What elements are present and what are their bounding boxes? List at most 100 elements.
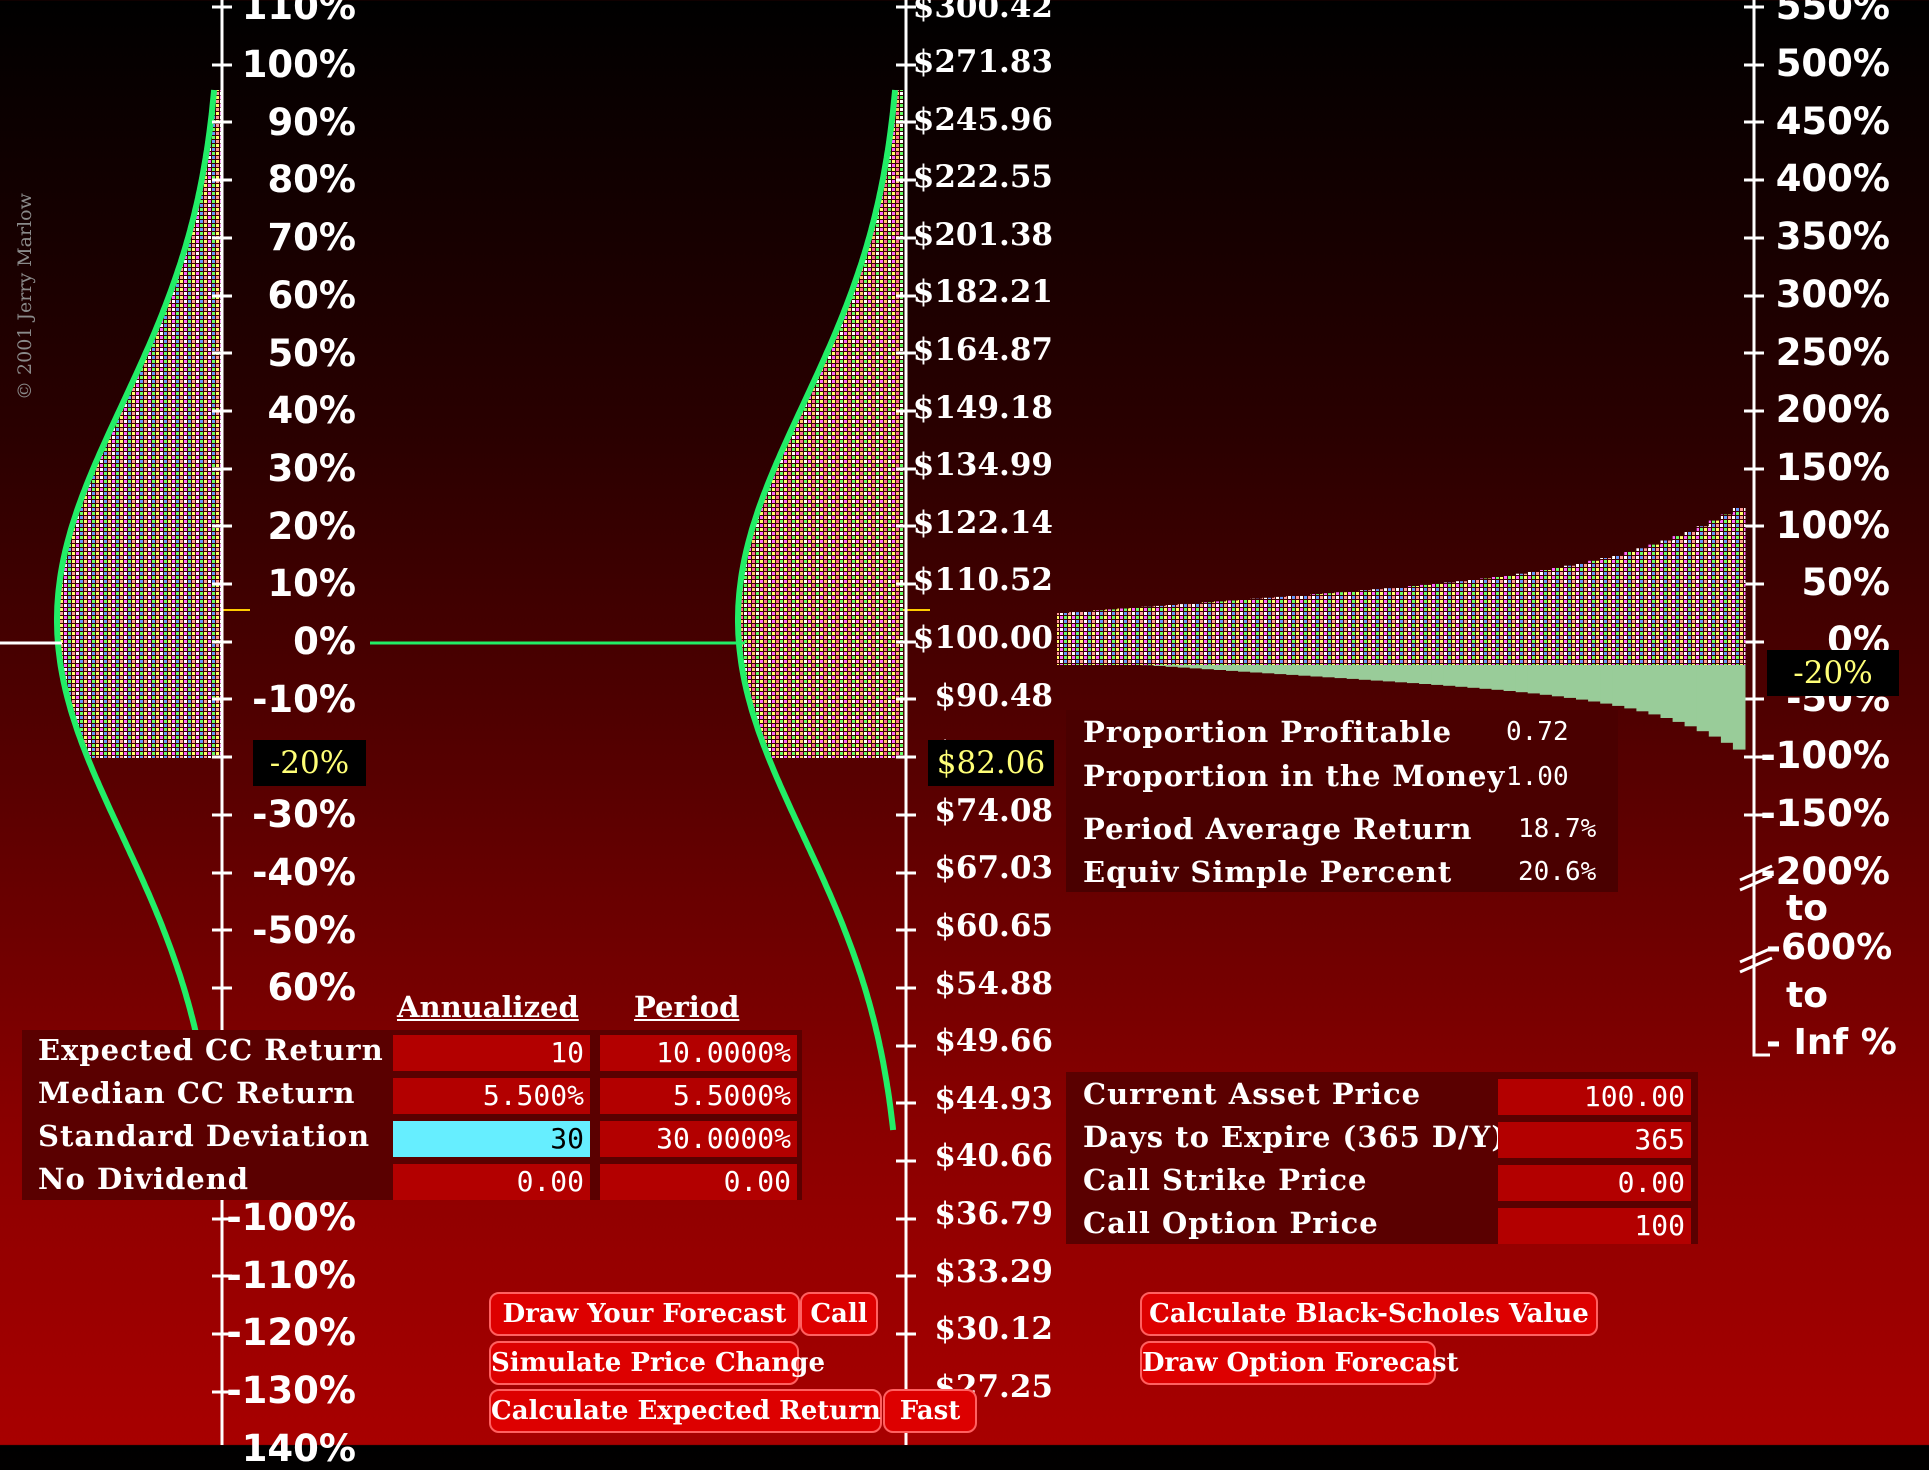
simulate-price-change-button[interactable]: Simulate Price Change xyxy=(489,1341,799,1385)
median-cc-return-annualized[interactable]: 5.500% xyxy=(393,1078,590,1114)
axis-top-partial-label: $300.42 xyxy=(913,0,1053,23)
option-loss-bar xyxy=(1492,665,1505,690)
option-loss-bar xyxy=(1576,665,1589,700)
left-axis-tick-label: 80% xyxy=(267,161,356,198)
option-return-bar xyxy=(1311,594,1324,665)
median-cc-return-label: Median CC Return xyxy=(38,1079,355,1108)
option-loss-bar xyxy=(1443,665,1456,686)
option-loss-bar xyxy=(1238,665,1251,672)
option-return-bar xyxy=(1347,591,1360,665)
option-loss-bar xyxy=(1250,665,1263,673)
right-axis-tick-label: 150% xyxy=(1776,449,1890,486)
option-loss-bar xyxy=(1298,665,1311,676)
left-axis-tick-label: -50% xyxy=(252,912,356,949)
option-return-bar xyxy=(1166,605,1179,665)
standard-deviation-annualized[interactable]: 30 xyxy=(393,1121,590,1157)
option-loss-bar xyxy=(1359,665,1372,680)
option-loss-bar xyxy=(1600,665,1613,704)
option-loss-bar xyxy=(1371,665,1384,681)
price-axis-tick-label: $49.66 xyxy=(934,1026,1053,1057)
days-to-expire-value[interactable]: 365 xyxy=(1498,1122,1691,1158)
option-loss-bar xyxy=(1709,665,1722,737)
option-return-bar xyxy=(1709,521,1722,665)
left-axis-tick-label: 10% xyxy=(267,565,356,602)
option-loss-bar xyxy=(1516,665,1529,692)
standard-deviation-period: 30.0000% xyxy=(600,1121,797,1157)
option-return-bar xyxy=(1552,568,1565,665)
option-loss-bar xyxy=(1455,665,1468,687)
price-axis-tick-label: $149.18 xyxy=(913,393,1053,424)
option-return-bar xyxy=(1395,587,1408,665)
annualized-header: Annualized xyxy=(397,993,579,1022)
left-axis-tick-label: 50% xyxy=(267,335,356,372)
option-return-bar xyxy=(1648,545,1661,665)
current-asset-price-value[interactable]: 100.00 xyxy=(1498,1079,1691,1115)
left-axis-lower-tick-label: 140% xyxy=(242,1430,356,1467)
calculate-black-scholes-button[interactable]: Calculate Black-Scholes Value xyxy=(1140,1292,1598,1336)
right-axis-tick-label: 500% xyxy=(1776,45,1890,82)
option-loss-bar xyxy=(1311,665,1324,677)
option-loss-bar xyxy=(1697,665,1710,731)
option-loss-bar xyxy=(1564,665,1577,698)
option-return-bar xyxy=(1286,596,1299,665)
price-axis-tick-label: $54.88 xyxy=(934,969,1053,1000)
option-loss-bar xyxy=(1178,665,1191,668)
left-axis-lower-tick-label: -120% xyxy=(226,1314,356,1351)
option-return-bar xyxy=(1673,536,1686,665)
axis-top-partial-label: 550% xyxy=(1776,0,1890,25)
option-loss-bar xyxy=(1347,665,1360,679)
option-loss-bar xyxy=(1552,665,1565,696)
dividend-period: 0.00 xyxy=(600,1164,797,1200)
price-axis-tick-label: $30.12 xyxy=(934,1314,1053,1345)
option-loss-bar xyxy=(1262,665,1275,673)
right-axis-tick-label: -150% xyxy=(1760,795,1890,832)
expected-cc-return-label: Expected CC Return xyxy=(38,1036,384,1065)
proportion-in-money-label: Proportion in the Money xyxy=(1083,762,1505,791)
current-asset-price-label: Current Asset Price xyxy=(1083,1080,1421,1109)
equiv-simple-percent-value: 20.6% xyxy=(1518,859,1596,885)
left-axis-lower-tick-label: -130% xyxy=(226,1372,356,1409)
left-axis-tick-label: 90% xyxy=(267,104,356,141)
call-strike-price-value[interactable]: 0.00 xyxy=(1498,1165,1691,1201)
option-loss-bar xyxy=(1624,665,1637,708)
option-return-bar xyxy=(1443,583,1456,666)
option-loss-bar xyxy=(1323,665,1336,677)
option-loss-bar xyxy=(1504,665,1517,691)
proportion-profitable-value: 0.72 xyxy=(1506,719,1569,745)
option-return-bar xyxy=(1661,541,1674,666)
price-axis-tick-label: $271.83 xyxy=(913,47,1053,78)
option-loss-bar xyxy=(1733,665,1746,750)
option-return-bar xyxy=(1105,609,1118,665)
dividend-annualized[interactable]: 0.00 xyxy=(393,1164,590,1200)
option-return-bar xyxy=(1600,558,1613,665)
option-loss-bar xyxy=(1383,665,1396,681)
option-return-bar xyxy=(1190,603,1203,665)
option-return-bar xyxy=(1238,600,1251,665)
right-axis-tick-label: 200% xyxy=(1776,391,1890,428)
option-loss-bar xyxy=(1286,665,1299,675)
option-loss-bar xyxy=(1661,665,1674,718)
option-return-bar xyxy=(1202,602,1215,665)
price-axis-tick-label: $110.52 xyxy=(913,565,1053,596)
standard-deviation-label: Standard Deviation xyxy=(38,1122,370,1151)
price-axis-tick-label: $36.79 xyxy=(934,1199,1053,1230)
period-average-return-label: Period Average Return xyxy=(1083,815,1472,844)
expected-cc-return-annualized[interactable]: 10 xyxy=(393,1035,590,1071)
option-loss-bar xyxy=(1407,665,1420,683)
right-axis-tick-label: 450% xyxy=(1776,103,1890,140)
draw-forecast-button[interactable]: Draw Your Forecast xyxy=(489,1292,800,1336)
equiv-simple-percent-label: Equiv Simple Percent xyxy=(1083,858,1452,887)
draw-option-forecast-button[interactable]: Draw Option Forecast xyxy=(1140,1341,1436,1385)
option-return-bar xyxy=(1069,612,1082,665)
price-axis-tick-label: $100.00 xyxy=(913,623,1053,654)
fast-toggle-button[interactable]: Fast xyxy=(883,1389,977,1433)
calculate-expected-return-button[interactable]: Calculate Expected Return xyxy=(489,1389,882,1433)
days-to-expire-label: Days to Expire (365 D/Y) xyxy=(1083,1123,1506,1152)
right-axis-tick-label: 100% xyxy=(1776,507,1890,544)
option-loss-bar xyxy=(1480,665,1493,689)
option-loss-bar xyxy=(1274,665,1287,674)
option-loss-bar xyxy=(1588,665,1601,702)
option-return-bar xyxy=(1492,577,1505,665)
option-return-bar xyxy=(1057,613,1070,665)
call-toggle-button[interactable]: Call xyxy=(800,1292,878,1336)
